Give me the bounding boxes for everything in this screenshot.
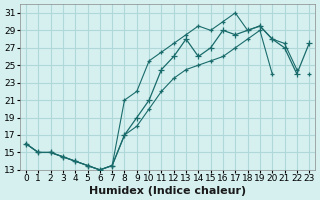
X-axis label: Humidex (Indice chaleur): Humidex (Indice chaleur): [89, 186, 246, 196]
